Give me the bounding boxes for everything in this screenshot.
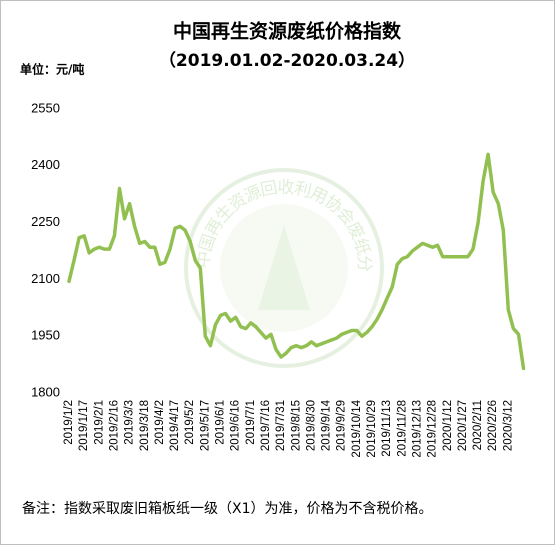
x-tick-label: 2020/1/27 <box>457 400 469 451</box>
x-tick-label: 2020/2/26 <box>487 400 499 451</box>
x-tick-label: 2019/6/16 <box>230 400 242 451</box>
x-tick-label: 2019/12/13 <box>411 400 423 458</box>
x-tick-label: 2019/8/15 <box>290 400 302 451</box>
x-tick-label: 2019/6/1 <box>215 400 227 445</box>
x-tick-label: 2019/9/29 <box>336 400 348 451</box>
x-tick-label: 2019/4/2 <box>154 400 166 445</box>
x-tick-label: 2019/2/16 <box>108 400 120 451</box>
x-tick-label: 2019/3/3 <box>124 400 136 445</box>
x-tick-label: 2019/10/29 <box>366 400 378 458</box>
y-tick-label: 2250 <box>31 214 60 229</box>
chart-subtitle: （2019.01.02-2020.03.24） <box>159 50 415 71</box>
x-tick-label: 2019/12/28 <box>427 400 439 458</box>
y-tick-label: 2550 <box>31 100 60 115</box>
x-tick-label: 2019/1/17 <box>78 400 90 451</box>
note: 备注：指数采取废旧箱板纸一级（X1）为准，价格为不含税价格。 <box>22 500 433 517</box>
x-tick-label: 2019/7/31 <box>275 400 287 451</box>
x-tick-label: 2020/2/11 <box>472 400 484 450</box>
y-tick-label: 2400 <box>31 157 60 172</box>
x-tick-label: 2019/1/2 <box>63 400 75 445</box>
x-tick-label: 2019/3/18 <box>139 400 151 451</box>
x-tick-label: 2019/8/30 <box>305 400 317 451</box>
x-tick-label: 2020/1/12 <box>442 400 454 451</box>
x-tick-label: 2019/11/13 <box>381 400 393 457</box>
x-tick-label: 2020/3/12 <box>502 400 514 451</box>
unit-label: 单位：元/吨 <box>20 62 84 77</box>
x-tick-label: 2019/2/1 <box>93 400 105 445</box>
x-tick-label: 2019/9/14 <box>321 399 333 451</box>
x-tick-label: 2019/5/17 <box>199 400 211 451</box>
x-tick-label: 2019/7/16 <box>260 400 272 451</box>
y-tick-label: 1950 <box>31 328 60 343</box>
data-line <box>67 152 526 371</box>
y-tick-label: 2100 <box>31 271 60 286</box>
x-tick-label: 2019/11/28 <box>396 400 408 457</box>
x-tick-label: 2019/7/1 <box>245 400 257 445</box>
chart-title: 中国再生资源废纸价格指数 <box>173 20 402 43</box>
y-tick-label: 1800 <box>31 384 60 399</box>
x-tick-label: 2019/4/17 <box>169 400 181 451</box>
x-tick-label: 2019/10/14 <box>351 399 363 457</box>
x-tick-label: 2019/5/2 <box>184 400 196 445</box>
